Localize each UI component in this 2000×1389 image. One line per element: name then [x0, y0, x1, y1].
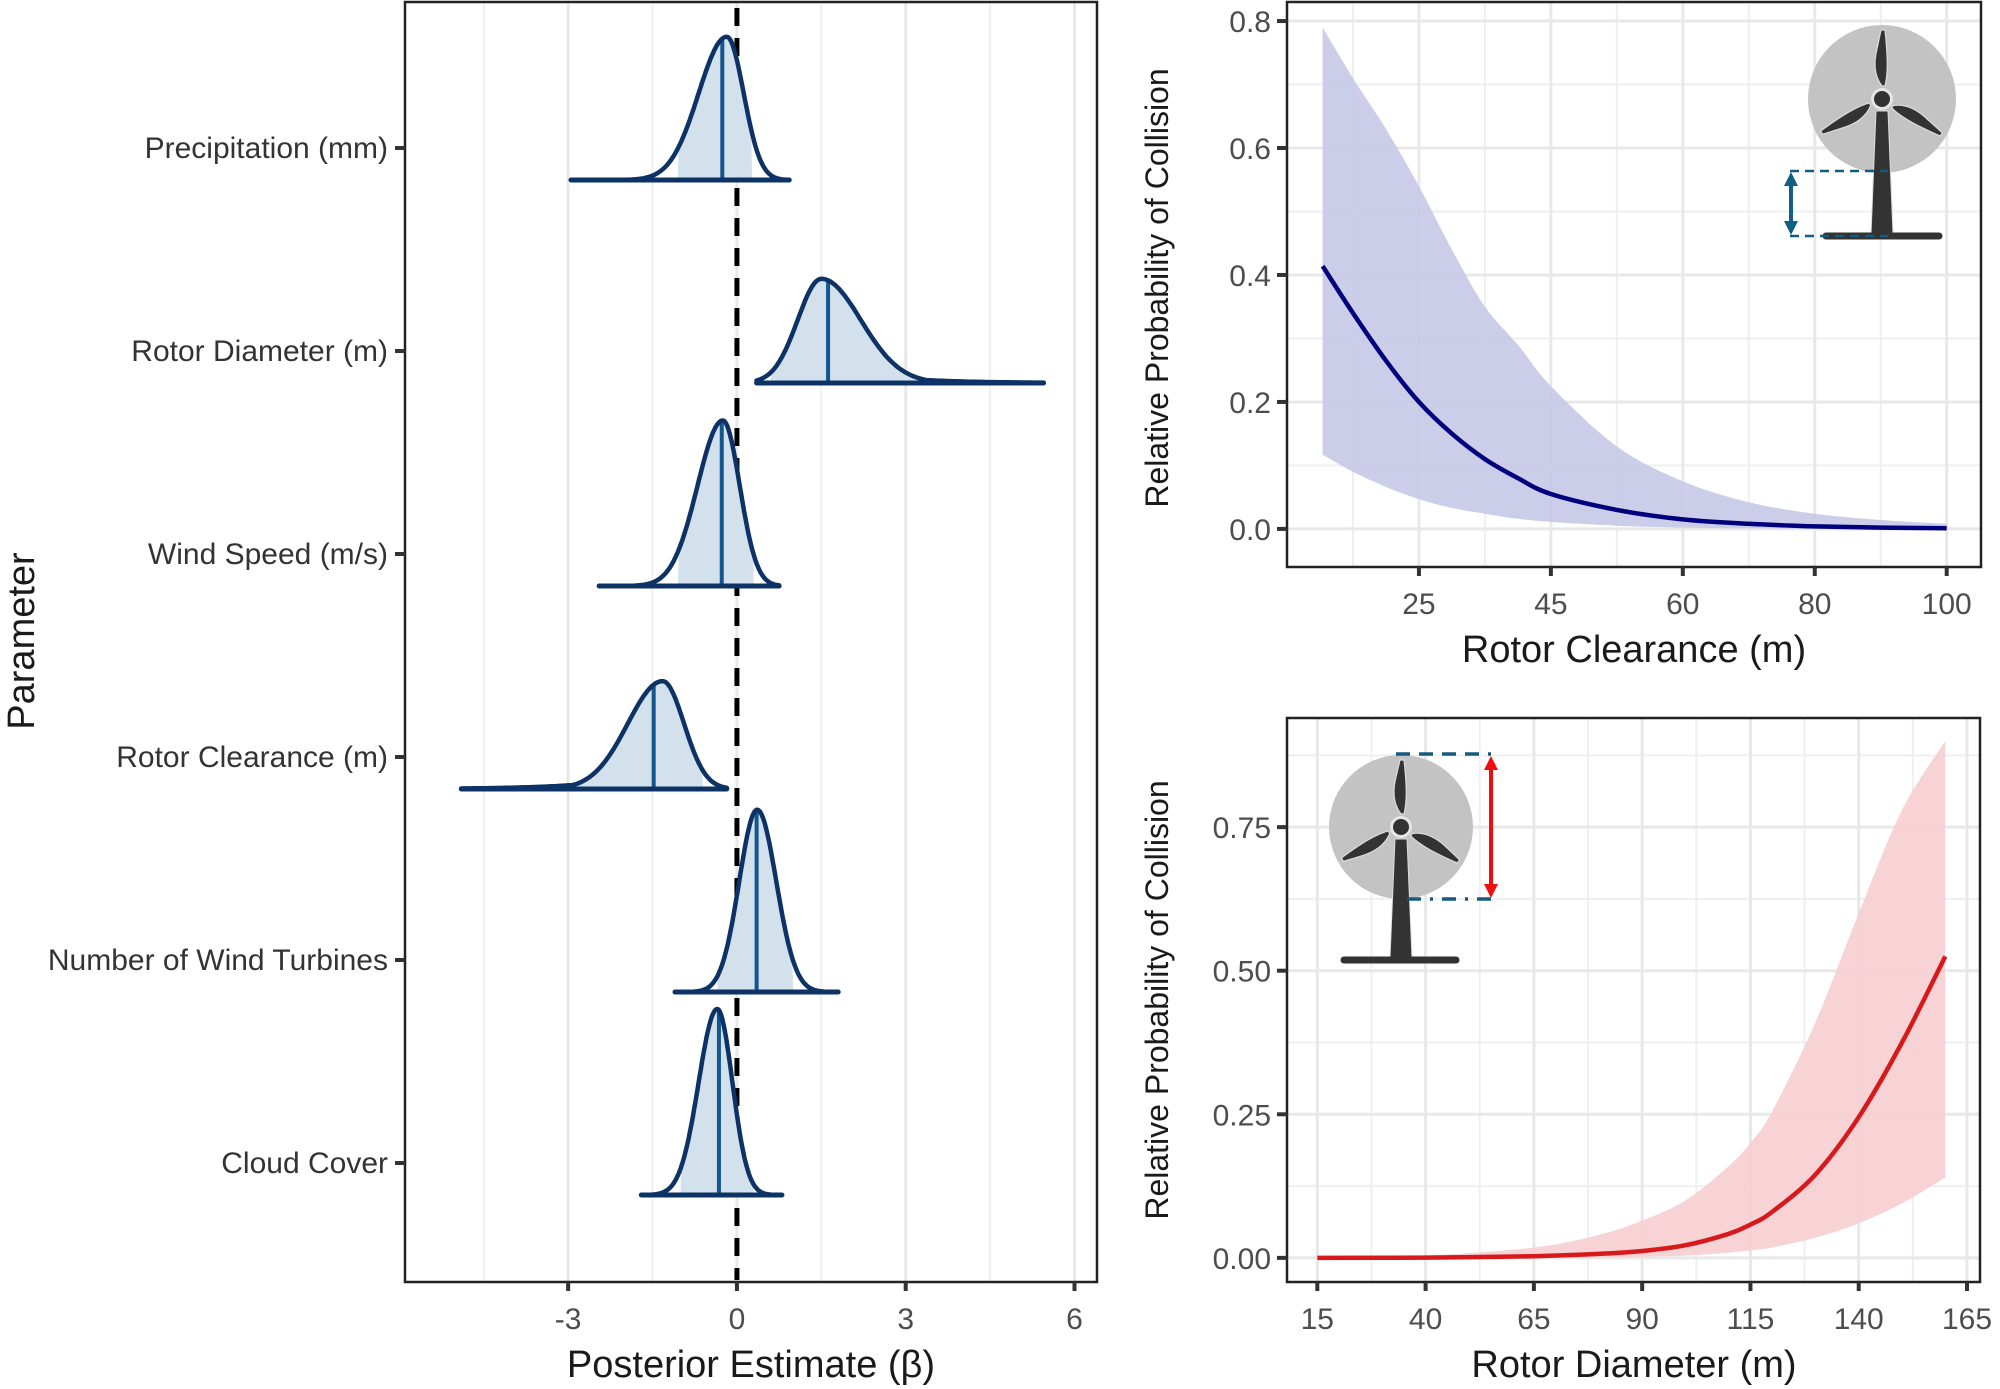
credible-interval-fill — [677, 36, 753, 180]
hub-icon — [1393, 819, 1409, 835]
y-tick-label: 0.2 — [1229, 387, 1271, 420]
x-tick-label: 100 — [1922, 588, 1972, 621]
arrow-head-up — [1784, 172, 1798, 186]
arrow-head-down — [1784, 221, 1798, 235]
clearance-y-ticks: 0.0 0.2 0.4 0.6 0.8 — [1229, 6, 1287, 547]
posterior-y-ticks: Precipitation (mm) Rotor Diameter (m) Wind… — [48, 132, 405, 1180]
x-tick-label: 90 — [1625, 1303, 1658, 1336]
diameter-double-arrow-icon — [1484, 756, 1498, 898]
diameter-credible-ribbon — [1317, 741, 1946, 1258]
clearance-panel: 25 45 60 80 100 0.0 0.2 0.4 0.6 0.8 Rotor Cleara… — [1139, 0, 1983, 671]
y-tick-label: 0.25 — [1213, 1099, 1271, 1132]
x-tick-label: 3 — [897, 1303, 914, 1336]
y-tick-label: 0.00 — [1213, 1243, 1271, 1276]
turbine-clearance-icon — [1784, 25, 1956, 240]
x-tick-label: 25 — [1402, 588, 1435, 621]
y-tick-label: 0.75 — [1213, 812, 1271, 845]
diameter-x-axis-title: Rotor Diameter (m) — [1471, 1344, 1796, 1386]
clearance-x-axis-title: Rotor Clearance (m) — [1462, 629, 1806, 671]
x-tick-label: 40 — [1409, 1303, 1442, 1336]
arrow-head-up — [1484, 756, 1498, 770]
density-ridge — [458, 678, 730, 792]
parameter-label: Wind Speed (m/s) — [148, 538, 388, 571]
credible-interval-fill — [551, 681, 704, 789]
y-tick-label: 0.0 — [1229, 514, 1271, 547]
parameter-label: Rotor Clearance (m) — [116, 741, 388, 774]
diameter-panel-border — [1285, 716, 1982, 1284]
x-tick-label: 60 — [1666, 588, 1699, 621]
x-tick-label: 80 — [1798, 588, 1831, 621]
clearance-panel-border — [1285, 0, 1983, 569]
density-ridge — [638, 1006, 785, 1198]
blade-icon — [1819, 102, 1872, 136]
wind-turbine-icon — [1808, 25, 1956, 240]
density-ridge — [596, 418, 782, 589]
posterior-x-axis-title: Posterior Estimate (β) — [567, 1344, 935, 1386]
clearance-credible-ribbon — [1322, 27, 1947, 529]
diameter-y-ticks: 0.00 0.25 0.50 0.75 — [1213, 812, 1287, 1276]
diameter-x-ticks: 15 40 65 90 115 140 165 — [1301, 1282, 1992, 1336]
turbine-diameter-icon — [1329, 752, 1498, 964]
posterior-densities — [458, 34, 1047, 1198]
density-ridge — [754, 276, 1047, 386]
blade-icon — [1891, 104, 1944, 137]
x-tick-label: 165 — [1942, 1303, 1992, 1336]
blade-icon — [1874, 29, 1888, 87]
hub-icon — [1874, 91, 1890, 107]
density-outline — [639, 1006, 785, 1198]
diameter-y-axis-title: Relative Probability of Collision — [1139, 780, 1175, 1219]
clearance-double-arrow-icon — [1784, 172, 1798, 235]
x-tick-label: 115 — [1727, 1303, 1775, 1336]
y-tick-label: 0.4 — [1229, 260, 1271, 293]
parameter-label: Rotor Diameter (m) — [131, 335, 388, 368]
clearance-y-axis-title: Relative Probability of Collision — [1139, 68, 1175, 507]
blade-icon — [1340, 830, 1391, 863]
x-tick-label: -3 — [555, 1303, 582, 1336]
x-tick-label: 65 — [1517, 1303, 1550, 1336]
arrow-head-down — [1484, 884, 1498, 898]
y-tick-label: 0.50 — [1213, 956, 1271, 989]
parameter-label: Cloud Cover — [221, 1147, 388, 1180]
x-tick-label: 0 — [729, 1303, 746, 1336]
x-tick-label: 140 — [1834, 1303, 1884, 1336]
parameter-label: Number of Wind Turbines — [48, 944, 388, 977]
y-tick-label: 0.8 — [1229, 6, 1271, 39]
posterior-panel: -3 0 3 6 Precipitation (mm) Rotor Diameter (… — [1, 0, 1099, 1386]
blade-icon — [1393, 759, 1407, 815]
parameter-label: Precipitation (mm) — [145, 132, 388, 165]
y-tick-label: 0.6 — [1229, 133, 1271, 166]
density-ridge — [672, 807, 841, 995]
x-tick-label: 6 — [1066, 1303, 1083, 1336]
x-tick-label: 45 — [1534, 588, 1567, 621]
wind-turbine-icon — [1329, 755, 1473, 964]
diameter-mean-line — [1317, 955, 1948, 1261]
x-tick-label: 15 — [1301, 1303, 1334, 1336]
posterior-panel-border — [403, 0, 1099, 1284]
posterior-y-axis-title: Parameter — [1, 552, 43, 730]
clearance-x-ticks: 25 45 60 80 100 — [1402, 567, 1972, 621]
posterior-x-ticks: -3 0 3 6 — [555, 1282, 1083, 1336]
density-ridge — [568, 34, 792, 183]
blade-icon — [1410, 832, 1461, 864]
diameter-panel: 15 40 65 90 115 140 165 0.00 0.25 0.50 0.75 Rotor… — [1139, 716, 1992, 1386]
clearance-mean-line — [1320, 264, 1947, 531]
